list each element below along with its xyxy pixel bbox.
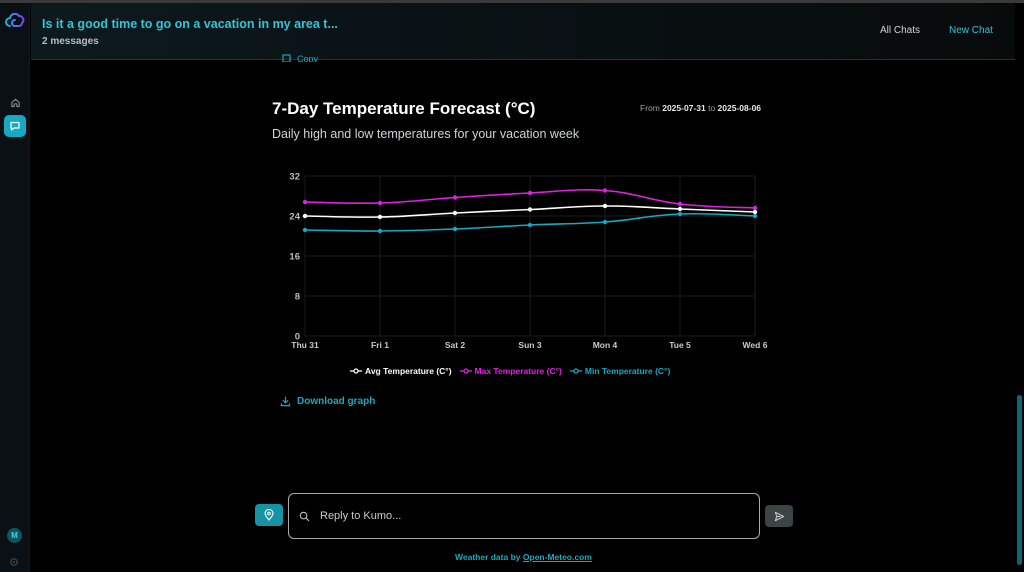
svg-text:Sun 3: Sun 3 [518, 340, 541, 350]
all-chats-link[interactable]: All Chats [880, 25, 921, 36]
legend-label: Avg Temperature (C°) [365, 366, 452, 376]
chart-title: 7-Day Temperature Forecast (°C) [272, 99, 536, 118]
svg-text:Mon 4: Mon 4 [593, 340, 618, 350]
sidebar-rail: M [0, 3, 30, 572]
date-range: From 2025-07-31 to 2025-08-06 [640, 103, 761, 113]
message-count: 2 messages [42, 36, 99, 47]
temperature-line-chart: 0 8 16 24 32 Thu 31 Fri 1 Sat 2 Sun 3 Mon 4 Tue 5 W… [289, 172, 768, 351]
range-from-label: From [640, 103, 660, 113]
reply-input[interactable] [320, 510, 740, 522]
scrollbar-track[interactable] [1015, 3, 1024, 572]
sidebar-item-chat[interactable] [4, 115, 26, 137]
chart-legend: Avg Temperature (C°) Max Temperature (C°)… [350, 366, 670, 376]
window-top-strip [0, 0, 1024, 3]
copy-label: Copy [297, 54, 319, 62]
send-icon [774, 511, 784, 521]
scrollbar-thumb[interactable] [1017, 395, 1022, 565]
home-icon [10, 98, 20, 107]
legend-marker-icon [350, 368, 362, 374]
legend-label: Max Temperature (C°) [474, 366, 562, 376]
open-meteo-link[interactable]: Open-Meteo.com [522, 552, 592, 562]
svg-text:Tue 5: Tue 5 [669, 340, 691, 350]
range-from-date: 2025-07-31 [662, 103, 706, 113]
send-button[interactable] [765, 505, 793, 527]
legend-item[interactable]: Avg Temperature (C°) [350, 366, 452, 376]
svg-text:24: 24 [289, 212, 300, 223]
svg-text:0: 0 [295, 332, 300, 343]
new-chat-link[interactable]: New Chat [949, 25, 993, 36]
user-avatar[interactable]: M [7, 528, 22, 543]
chat-icon [10, 121, 20, 131]
svg-text:Sat 2: Sat 2 [445, 340, 466, 350]
svg-text:Wed 6: Wed 6 [743, 340, 768, 350]
kumo-logo-icon[interactable] [4, 11, 26, 29]
chat-title: Is it a good time to go on a vacation in… [42, 17, 338, 31]
settings-icon[interactable] [9, 557, 19, 567]
legend-label: Min Temperature (C°) [584, 366, 671, 376]
svg-text:Fri 1: Fri 1 [371, 340, 389, 350]
attribution: Weather data by Open-Meteo.com [455, 552, 592, 562]
map-pin-icon [264, 509, 274, 521]
legend-marker-icon [569, 368, 582, 374]
search-icon [299, 511, 310, 521]
download-label: Download graph [297, 396, 376, 407]
download-graph-button[interactable]: Download graph [280, 396, 375, 407]
legend-item[interactable]: Min Temperature (C°) [569, 366, 671, 376]
svg-text:32: 32 [289, 172, 300, 183]
svg-text:Thu 31: Thu 31 [291, 340, 319, 350]
copy-button[interactable]: Copy [282, 54, 318, 62]
download-icon [280, 396, 291, 407]
svg-text:8: 8 [295, 292, 300, 303]
legend-marker-icon [459, 368, 472, 374]
attribution-prefix: Weather data by [455, 552, 521, 562]
svg-text:16: 16 [289, 252, 300, 263]
range-to-label: to [708, 103, 716, 113]
location-button[interactable] [255, 504, 283, 526]
chat-header: Is it a good time to go on a vacation in… [31, 3, 1016, 60]
reply-box[interactable] [288, 493, 760, 539]
copy-icon [282, 54, 291, 62]
range-to-date: 2025-08-06 [717, 103, 762, 113]
legend-item[interactable]: Max Temperature (C°) [459, 366, 562, 376]
chart-subtitle: Daily high and low temperatures for your… [272, 127, 580, 141]
sidebar-item-home[interactable] [4, 91, 26, 113]
